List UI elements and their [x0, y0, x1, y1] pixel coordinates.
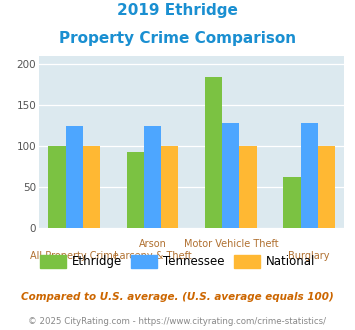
Bar [66, 125, 83, 228]
Text: Motor Vehicle Theft: Motor Vehicle Theft [184, 239, 278, 249]
Bar [240, 146, 257, 228]
Text: Property Crime Comparison: Property Crime Comparison [59, 31, 296, 46]
Bar [83, 146, 100, 228]
Bar [127, 152, 144, 228]
Bar [161, 146, 179, 228]
Bar [283, 177, 301, 228]
Bar [318, 146, 335, 228]
Text: Arson: Arson [138, 239, 166, 249]
Text: Compared to U.S. average. (U.S. average equals 100): Compared to U.S. average. (U.S. average … [21, 292, 334, 302]
Legend: Ethridge, Tennessee, National: Ethridge, Tennessee, National [35, 250, 320, 273]
Text: © 2025 CityRating.com - https://www.cityrating.com/crime-statistics/: © 2025 CityRating.com - https://www.city… [28, 317, 327, 326]
Text: Burglary: Burglary [288, 251, 330, 261]
Bar [222, 123, 240, 228]
Bar [48, 146, 66, 228]
Bar [144, 125, 161, 228]
Bar [205, 77, 222, 228]
Text: 2019 Ethridge: 2019 Ethridge [117, 3, 238, 18]
Text: Larceny & Theft: Larceny & Theft [114, 251, 191, 261]
Bar [301, 123, 318, 228]
Text: All Property Crime: All Property Crime [30, 251, 119, 261]
